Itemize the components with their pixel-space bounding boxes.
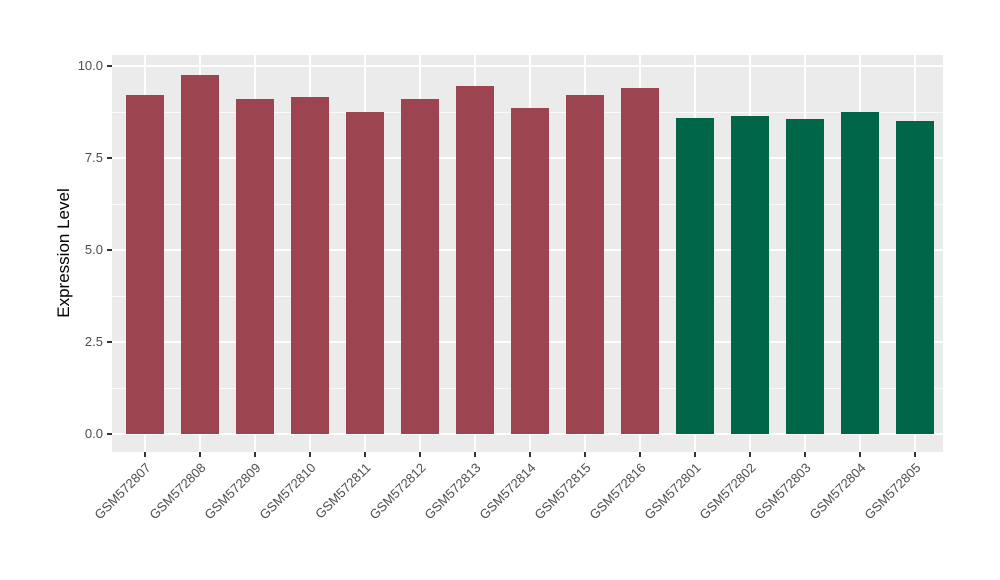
x-tick-mark — [639, 452, 641, 457]
bar-GSM572804 — [841, 112, 879, 434]
bar-GSM572801 — [676, 117, 714, 434]
y-tick-label: 7.5 — [84, 150, 103, 165]
bar-GSM572810 — [291, 97, 329, 434]
x-tick-mark — [914, 452, 916, 457]
y-tick-label: 2.5 — [84, 334, 103, 349]
x-tick-mark — [859, 452, 861, 457]
x-tick-label: GSM572815 — [531, 460, 594, 523]
y-tick-mark — [107, 433, 112, 435]
x-tick-label: GSM572805 — [861, 460, 924, 523]
x-tick-label: GSM572813 — [421, 460, 484, 523]
x-tick-mark — [199, 452, 201, 457]
x-tick-mark — [584, 452, 586, 457]
bar-GSM572815 — [566, 95, 604, 434]
bar-GSM572811 — [346, 112, 384, 434]
y-tick-mark — [107, 341, 112, 343]
gridline-major-horizontal — [112, 65, 943, 67]
x-tick-label: GSM572810 — [256, 460, 319, 523]
y-tick-label: 0.0 — [84, 426, 103, 441]
x-tick-label: GSM572803 — [751, 460, 814, 523]
x-tick-mark — [474, 452, 476, 457]
x-tick-mark — [309, 452, 311, 457]
x-tick-label: GSM572801 — [641, 460, 704, 523]
bar-GSM572814 — [511, 108, 549, 434]
x-tick-mark — [529, 452, 531, 457]
x-tick-mark — [419, 452, 421, 457]
x-tick-label: GSM572807 — [91, 460, 154, 523]
bar-GSM572808 — [181, 75, 219, 434]
x-tick-mark — [144, 452, 146, 457]
x-tick-mark — [254, 452, 256, 457]
x-tick-mark — [694, 452, 696, 457]
bar-GSM572812 — [401, 99, 439, 434]
y-tick-mark — [107, 249, 112, 251]
plot-panel — [112, 55, 943, 452]
bar-GSM572809 — [236, 99, 274, 434]
x-tick-mark — [364, 452, 366, 457]
x-tick-label: GSM572812 — [366, 460, 429, 523]
y-tick-mark — [107, 65, 112, 67]
y-tick-mark — [107, 157, 112, 159]
x-tick-label: GSM572816 — [586, 460, 649, 523]
y-tick-label: 10.0 — [77, 58, 103, 73]
gridline-major-horizontal — [112, 433, 943, 435]
bar-GSM572802 — [731, 115, 769, 434]
x-tick-label: GSM572808 — [146, 460, 209, 523]
x-tick-mark — [749, 452, 751, 457]
x-tick-mark — [804, 452, 806, 457]
x-tick-label: GSM572814 — [476, 460, 539, 523]
bar-GSM572803 — [786, 119, 824, 434]
bar-GSM572805 — [896, 121, 934, 434]
bar-GSM572807 — [126, 95, 164, 434]
x-tick-label: GSM572802 — [696, 460, 759, 523]
bar-GSM572816 — [621, 88, 659, 434]
x-tick-label: GSM572811 — [312, 460, 374, 522]
x-tick-label: GSM572804 — [806, 460, 869, 523]
y-tick-label: 5.0 — [84, 242, 103, 257]
x-tick-label: GSM572809 — [201, 460, 264, 523]
bar-GSM572813 — [456, 86, 494, 434]
